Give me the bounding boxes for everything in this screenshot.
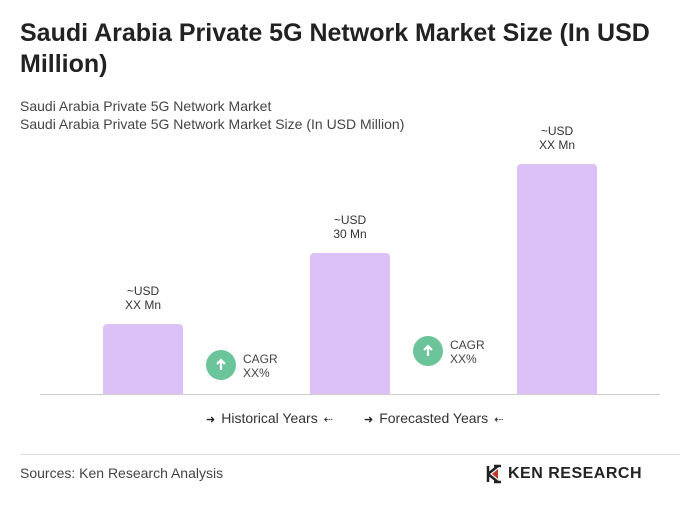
legend-arrow: ⇠ — [494, 414, 504, 426]
cagr-label: CAGR XX% — [243, 352, 278, 380]
legend-item: ➜ Historical Years ⇠ — [200, 410, 339, 426]
brand: KEN RESEARCH — [508, 465, 643, 482]
source: Sources: Ken Research Analysis — [20, 465, 224, 481]
legend-label: Historical Years — [221, 410, 318, 426]
subtitle: Saudi Arabia Private 5G Network Market — [20, 98, 272, 114]
divider — [20, 454, 680, 455]
logo-icon — [486, 464, 501, 484]
value-label: ~USD XX Mn — [538, 124, 575, 152]
cagr-icon — [206, 350, 236, 380]
legend-label: Forecasted Years — [379, 410, 489, 426]
arrow-up — [216, 358, 226, 370]
logo: KEN RESEARCH — [486, 464, 642, 484]
legend-arrow: ➜ — [206, 414, 216, 426]
baseline — [40, 394, 660, 395]
legend-item: ➜ Forecasted Years ⇠ — [358, 410, 509, 426]
subtitle: Saudi Arabia Private 5G Network Market S… — [20, 116, 405, 132]
cagr-icon — [413, 336, 443, 366]
cagr-label: CAGR XX% — [450, 338, 485, 366]
bar — [517, 164, 597, 394]
arrow-up — [423, 344, 433, 356]
bar — [103, 323, 183, 394]
value-label: ~USD XX Mn — [124, 283, 161, 312]
legend-arrow: ⇠ — [323, 414, 333, 426]
value-label: ~USD 30 Mn — [333, 213, 367, 242]
legend-arrow: ➜ — [364, 414, 374, 426]
bar — [310, 253, 390, 394]
chart-title: Saudi Arabia Private 5G Network Market S… — [20, 19, 650, 78]
